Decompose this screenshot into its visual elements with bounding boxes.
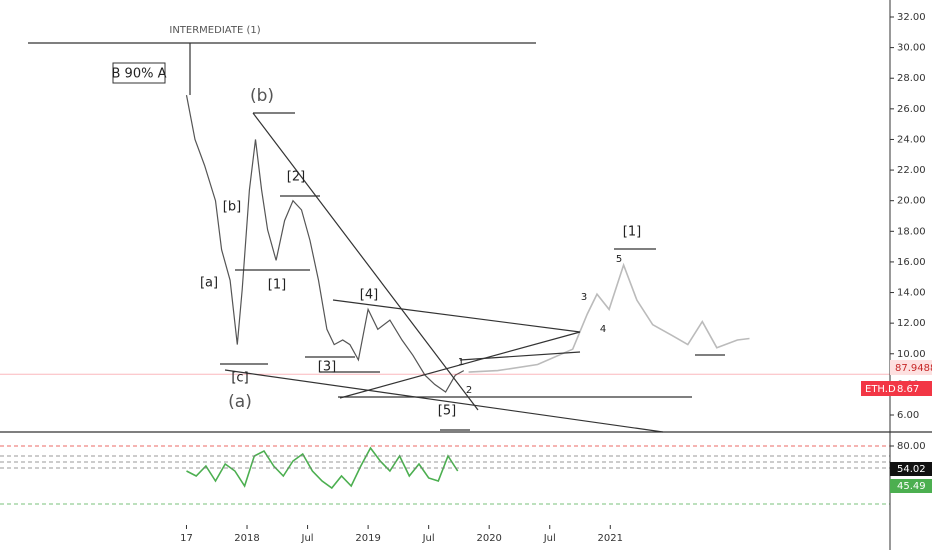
y-tick-label: 10.00 <box>897 349 926 360</box>
y-tick-label: 24.00 <box>897 134 926 145</box>
y-tick-label: 28.00 <box>897 73 926 84</box>
annotation: [4] <box>360 288 378 303</box>
annotation: [b] <box>223 200 241 215</box>
y-tick-label: 16.00 <box>897 257 926 268</box>
y-tick-label: 30.00 <box>897 43 926 54</box>
symbol: ETH.D <box>865 384 896 395</box>
x-tick-label: 2021 <box>598 533 623 544</box>
rsi-last: 45.49 <box>897 481 926 492</box>
x-tick-label: Jul <box>422 533 435 544</box>
annotation: B 90% A <box>112 67 167 82</box>
annotation: [2] <box>287 170 305 185</box>
y-tick-label: 80.00 <box>897 441 926 452</box>
last-box <box>861 381 932 396</box>
annotation: 1 <box>458 357 464 368</box>
rsi-box <box>890 462 932 476</box>
y-tick-label: 22.00 <box>897 165 926 176</box>
annotation: [3] <box>318 360 336 375</box>
annotation: 3 <box>581 292 587 303</box>
y-tick-label: 20.00 <box>897 196 926 207</box>
series-line <box>186 446 459 490</box>
y-tick-label: 14.00 <box>897 288 926 299</box>
last-price: 8.67 <box>897 384 919 395</box>
annotation: 4 <box>600 324 606 335</box>
y-tick-label: 26.00 <box>897 104 926 115</box>
x-tick-label: 17 <box>180 533 193 544</box>
annotation: [1] <box>623 225 641 240</box>
x-tick-label: 2020 <box>476 533 501 544</box>
price-box <box>890 360 932 375</box>
y-tick-label: 18.00 <box>897 226 926 237</box>
annotation: 5 <box>616 254 622 265</box>
rsi-box <box>890 479 932 493</box>
y-tick-label: 32.00 <box>897 12 926 23</box>
annotation: (b) <box>250 86 274 106</box>
series-line <box>185 94 465 393</box>
y-tick-label: 12.00 <box>897 318 926 329</box>
price-label: 87.9488 <box>895 363 932 374</box>
annotation: [c] <box>231 371 248 386</box>
annotation: [5] <box>438 404 456 419</box>
x-tick-label: 2018 <box>234 533 259 544</box>
x-tick-label: Jul <box>301 533 314 544</box>
wave-title: INTERMEDIATE (1) <box>169 25 260 36</box>
annotation: [a] <box>200 276 218 291</box>
y-tick-label: 6.00 <box>897 410 919 421</box>
annotation: (a) <box>228 392 252 412</box>
annotation: [1] <box>268 278 286 293</box>
x-tick-label: 2019 <box>355 533 380 544</box>
series-line <box>468 262 750 373</box>
x-tick-label: Jul <box>543 533 556 544</box>
annotation: 2 <box>466 385 472 396</box>
rsi-last: 54.02 <box>897 464 926 475</box>
